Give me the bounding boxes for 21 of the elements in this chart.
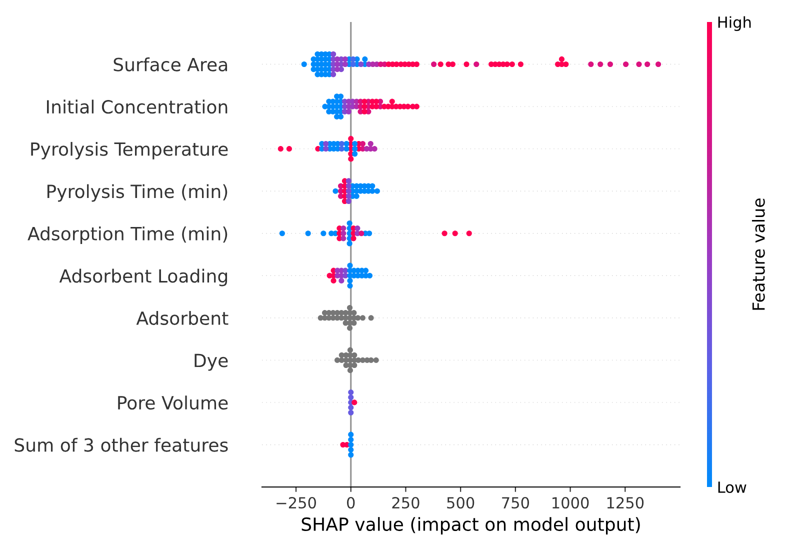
color-bar-label: High	[718, 16, 751, 31]
x-tick-label: 0	[347, 496, 355, 509]
y-tick-label: Adsorption Time (min)	[28, 226, 228, 244]
y-tick-label: Sum of 3 other features	[14, 438, 228, 452]
x-tick-label: 1250	[607, 496, 644, 509]
y-tick-label: Pyrolysis Temperature	[31, 142, 228, 160]
color-bar-label: Low	[718, 482, 746, 494]
y-tick-label: Adsorbent	[136, 311, 228, 326]
x-tick-label: 250	[392, 496, 420, 509]
y-tick-label: Dye	[194, 354, 228, 371]
x-tick-label: 750	[502, 496, 529, 509]
y-tick-label: Pore Volume	[118, 396, 228, 410]
x-tick-label: 1000	[552, 496, 589, 509]
x-axis-title: SHAP value (impact on model output)	[302, 517, 640, 535]
x-tick-label: −250	[276, 496, 316, 509]
y-tick-label: Adsorbent Loading	[59, 268, 228, 286]
y-tick-label: Initial Concentration	[47, 100, 228, 114]
y-tick-label: Pyrolysis Time (min)	[47, 184, 228, 202]
y-tick-label: Surface Area	[114, 57, 228, 72]
x-tick-label: 500	[447, 496, 474, 509]
color-bar-title: Feature value	[752, 198, 765, 310]
